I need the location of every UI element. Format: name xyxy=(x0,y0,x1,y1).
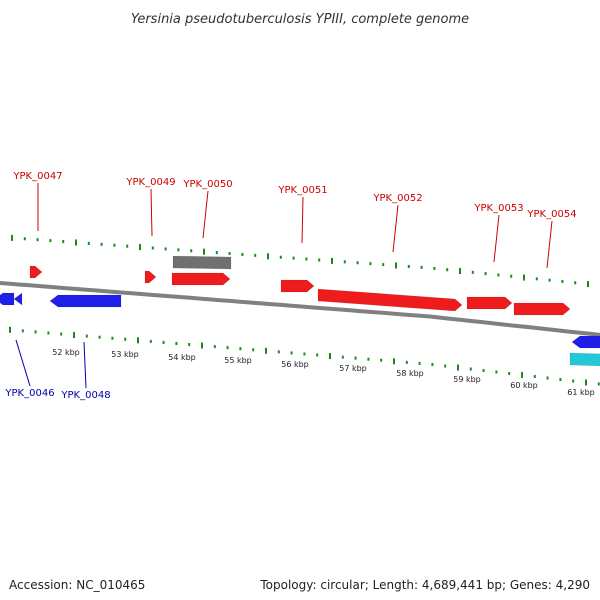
accession-text: Accession: NC_010465 xyxy=(9,578,146,592)
bottom-tick-track xyxy=(9,326,600,386)
scale-label: 58 kbp xyxy=(396,369,424,378)
scale-label: 55 kbp xyxy=(224,356,252,365)
gene-feature xyxy=(513,302,571,316)
leader-line xyxy=(83,341,87,389)
gene-labels: YPK_0047 YPK_0049 YPK_0050 YPK_0051 YPK_0052… xyxy=(4,171,576,401)
gene-label: YPK_0051 xyxy=(277,185,327,196)
gene-feature xyxy=(13,292,23,306)
gene-label: YPK_0050 xyxy=(182,179,232,190)
gene-feature xyxy=(0,292,15,306)
scale-label: 52 kbp xyxy=(52,348,80,357)
gene-label: YPK_0049 xyxy=(125,177,175,188)
leader-line xyxy=(392,204,399,253)
leader-line xyxy=(15,339,31,387)
gene-feature xyxy=(280,279,315,293)
gene-feature xyxy=(571,335,600,349)
gene-label: YPK_0046 xyxy=(4,388,54,399)
scale-label: 61 kbp xyxy=(567,388,595,397)
scale-label: 57 kbp xyxy=(339,364,367,373)
scale-label: 59 kbp xyxy=(453,375,481,384)
map-title: Yersinia pseudotuberculosis YPIII, compl… xyxy=(131,12,469,27)
scale-labels: 52 kbp 53 kbp 54 kbp 55 kbp 56 kbp 57 kbp 58 k… xyxy=(52,348,595,397)
gene-feature xyxy=(569,352,600,367)
topology-text: Topology: circular; Length: 4,689,441 bp… xyxy=(260,578,590,592)
gene-feature xyxy=(466,296,513,310)
gene-feature xyxy=(144,270,157,284)
genome-backbone xyxy=(0,281,600,337)
gene-label: YPK_0047 xyxy=(12,171,62,182)
gene-feature xyxy=(29,265,43,279)
gene-feature xyxy=(49,294,122,308)
scale-label: 60 kbp xyxy=(510,381,538,390)
label-leader-lines xyxy=(15,183,553,389)
scale-label: 53 kbp xyxy=(111,350,139,359)
gene-track xyxy=(0,255,600,367)
leader-line xyxy=(202,190,209,239)
gene-label: YPK_0048 xyxy=(60,390,110,401)
scale-label: 54 kbp xyxy=(168,353,196,362)
leader-line xyxy=(150,188,153,237)
gene-label: YPK_0054 xyxy=(526,209,576,220)
scale-label: 56 kbp xyxy=(281,360,309,369)
gene-label: YPK_0053 xyxy=(473,203,523,214)
gene-feature xyxy=(317,288,463,312)
top-tick-track xyxy=(11,234,589,288)
leader-line xyxy=(301,196,304,244)
gene-label: YPK_0052 xyxy=(372,193,422,204)
gene-feature xyxy=(171,272,231,286)
leader-line xyxy=(546,220,553,269)
leader-line xyxy=(493,214,500,263)
gene-feature xyxy=(172,255,232,270)
